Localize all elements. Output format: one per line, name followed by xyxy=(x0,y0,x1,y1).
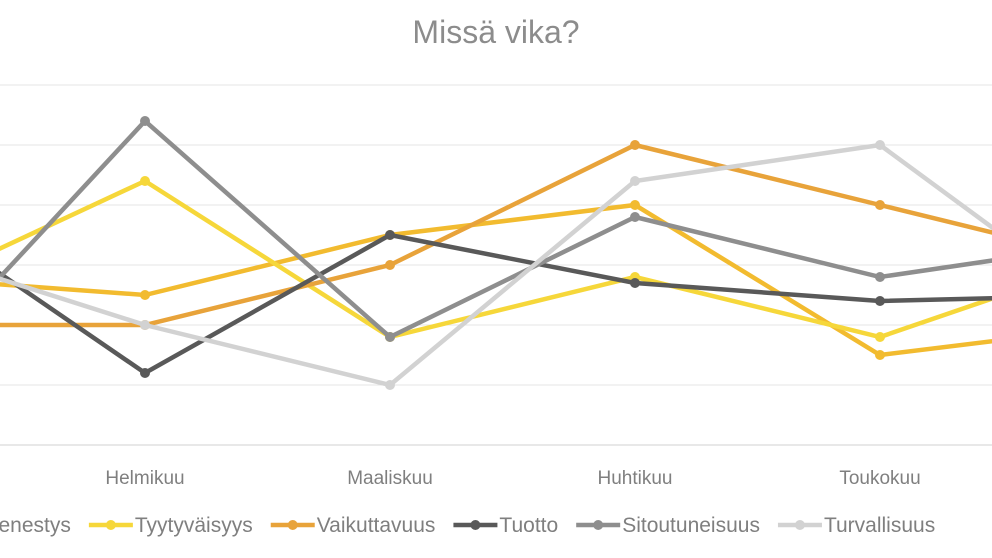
x-tick-label: Huhtikuu xyxy=(598,468,673,489)
legend-marker xyxy=(470,520,481,530)
data-point xyxy=(140,290,150,300)
data-point xyxy=(140,176,150,186)
data-point xyxy=(875,272,885,282)
legend-marker xyxy=(593,520,604,530)
series-tyytyväisyys xyxy=(0,176,992,342)
series-layer xyxy=(0,116,992,390)
legend-item-menestys: Menestys xyxy=(0,514,71,537)
data-point xyxy=(140,368,150,378)
data-point xyxy=(385,260,395,270)
legend-label: Tuotto xyxy=(499,514,558,537)
legend-marker xyxy=(794,520,805,530)
chart-title: Missä vika? xyxy=(412,14,580,50)
data-point xyxy=(385,332,395,342)
series-line xyxy=(0,232,992,376)
legend-item-turvallisuus: Turvallisuus xyxy=(777,514,935,537)
series-line xyxy=(0,178,992,340)
data-point xyxy=(140,116,150,126)
data-point xyxy=(875,140,885,150)
data-point xyxy=(630,212,640,222)
series-line xyxy=(0,142,992,388)
data-point xyxy=(630,140,640,150)
legend-item-tyytyväisyys: Tyytyväisyys xyxy=(88,514,253,537)
series-menestys xyxy=(0,200,992,360)
data-point xyxy=(875,296,885,306)
legend-label: Vaikuttavuus xyxy=(317,514,436,537)
data-point xyxy=(630,176,640,186)
legend-label: Turvallisuus xyxy=(824,514,935,537)
x-tick-label: Helmikuu xyxy=(105,468,184,489)
series-line xyxy=(0,202,992,358)
series-sitoutuneisuus xyxy=(0,116,992,342)
series-line xyxy=(0,142,992,328)
data-point xyxy=(140,320,150,330)
legend-marker xyxy=(287,520,298,530)
legend-item-tuotto: Tuotto xyxy=(453,514,558,537)
legend-label: Menestys xyxy=(0,514,71,537)
data-point xyxy=(875,350,885,360)
x-axis-labels: TammikuuHelmikuuMaaliskuuHuhtikuuToukoku… xyxy=(105,468,920,489)
legend-item-vaikuttavuus: Vaikuttavuus xyxy=(270,514,436,537)
x-tick-label: Toukokuu xyxy=(839,468,920,489)
data-point xyxy=(630,278,640,288)
series-turvallisuus xyxy=(0,140,992,390)
series-tuotto xyxy=(0,230,992,378)
data-point xyxy=(630,200,640,210)
data-point xyxy=(385,230,395,240)
series-vaikuttavuus xyxy=(0,140,992,330)
data-point xyxy=(875,200,885,210)
legend-label: Sitoutuneisuus xyxy=(622,514,760,537)
data-point xyxy=(875,332,885,342)
series-line xyxy=(0,117,992,340)
legend-item-sitoutuneisuus: Sitoutuneisuus xyxy=(576,514,760,537)
x-tick-label: Maaliskuu xyxy=(347,468,433,489)
gridlines xyxy=(0,84,992,446)
legend-marker xyxy=(105,520,116,530)
legend-label: Tyytyväisyys xyxy=(135,514,253,537)
data-point xyxy=(385,380,395,390)
legend: Menestys Tyytyväisyys Vaikuttavuus Tuotto Si… xyxy=(0,514,935,537)
